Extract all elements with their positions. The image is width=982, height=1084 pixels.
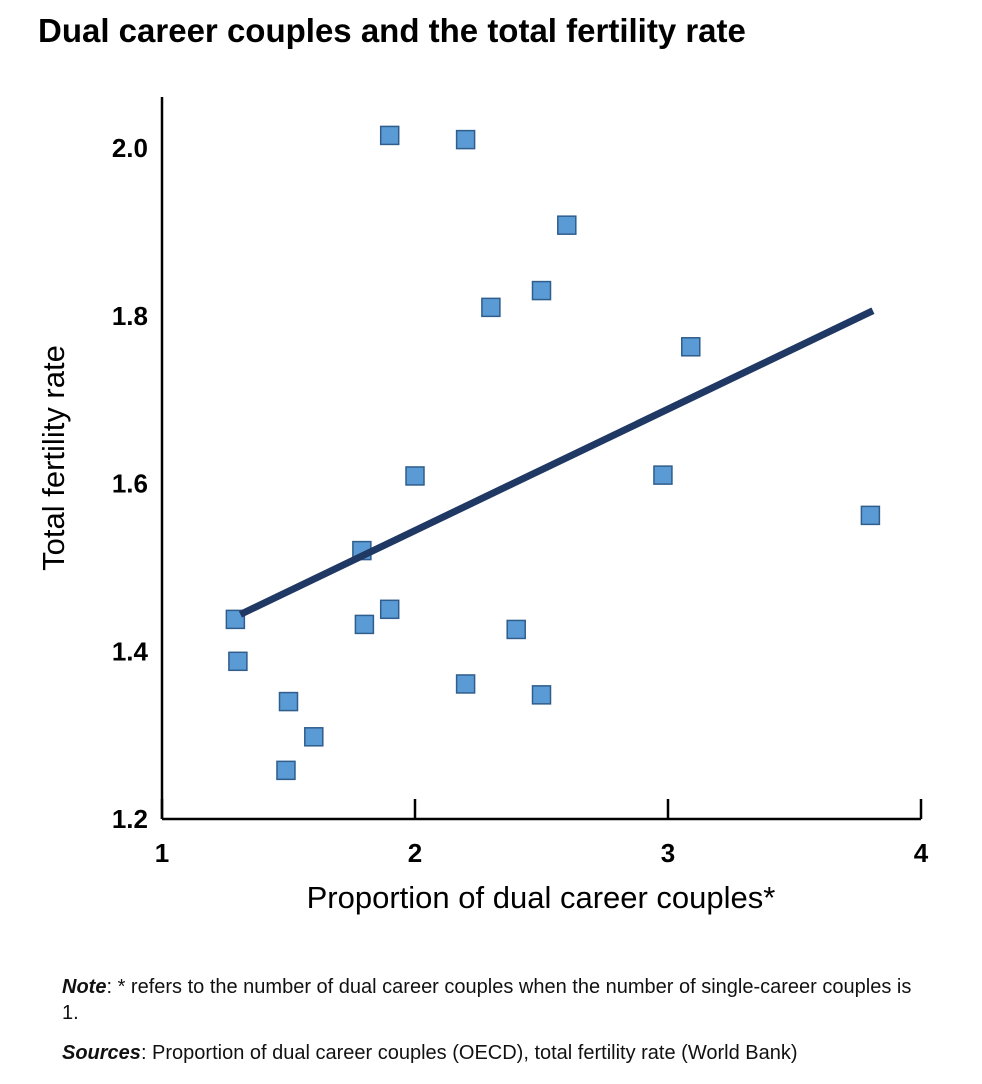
y-axis-label: Total fertility rate [36, 345, 71, 571]
data-point [860, 505, 881, 526]
y-tick-label: 1.2 [112, 804, 148, 834]
data-point [481, 297, 501, 318]
data-point [455, 674, 476, 694]
sources-body: : Proportion of dual career couples (OEC… [140, 1042, 798, 1064]
data-point [278, 691, 299, 712]
x-tick-label: 2 [408, 838, 422, 868]
x-tick-label: 4 [914, 838, 929, 868]
y-tick-label: 1.8 [112, 301, 148, 331]
data-point [531, 685, 552, 705]
note-label: Note [62, 976, 107, 998]
data-point [379, 125, 400, 146]
data-point [653, 465, 673, 485]
x-axis-label: Proportion of dual career couples* [307, 880, 776, 915]
y-tick-label: 1.4 [112, 636, 149, 666]
data-point [379, 599, 400, 620]
note-text: Note: * refers to the number of dual car… [62, 974, 932, 1026]
data-point [276, 760, 296, 781]
x-tick-label: 3 [661, 838, 675, 868]
sources-text: Sources: Proportion of dual career coupl… [62, 1040, 932, 1066]
trend-line [238, 307, 875, 618]
data-point [225, 609, 246, 630]
chart-title: Dual career couples and the total fertil… [38, 12, 746, 49]
data-point [405, 466, 425, 486]
data-point [531, 280, 552, 301]
data-point [304, 727, 324, 747]
data-point [681, 337, 701, 357]
x-tick-label: 1 [155, 838, 169, 868]
y-tick-label: 1.6 [112, 469, 148, 499]
data-point [455, 129, 476, 150]
data-point [228, 651, 248, 672]
data-point [506, 619, 526, 640]
y-tick-label: 2.0 [112, 133, 148, 163]
data-point [557, 215, 577, 235]
sources-label: Sources [62, 1042, 141, 1064]
data-point [354, 614, 375, 635]
note-body: : * refers to the number of dual career … [62, 976, 912, 1024]
